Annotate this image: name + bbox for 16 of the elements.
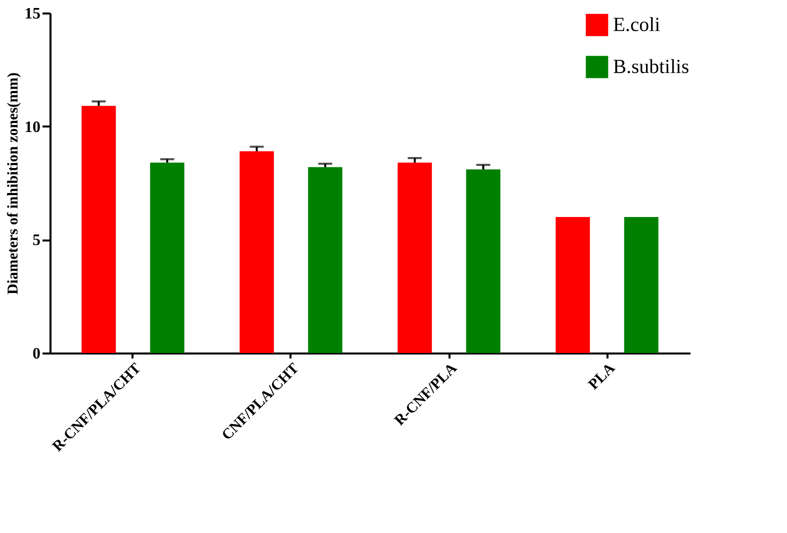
bar bbox=[150, 162, 184, 353]
y-axis-title: Diameters of inhibition zones(mm) bbox=[6, 72, 22, 295]
bar bbox=[466, 169, 500, 353]
legend-label: B.subtilis bbox=[613, 56, 690, 78]
y-tick-label: 5 bbox=[32, 232, 40, 250]
bar bbox=[556, 217, 590, 353]
bar bbox=[308, 167, 342, 353]
y-tick-label: 10 bbox=[24, 118, 40, 136]
y-tick-label: 15 bbox=[24, 6, 40, 22]
x-tick-label: PLA bbox=[586, 360, 618, 394]
bar bbox=[398, 162, 432, 353]
bar bbox=[82, 106, 116, 353]
y-tick-label: 0 bbox=[32, 346, 40, 362]
bar bbox=[624, 217, 658, 353]
legend-label: E.coli bbox=[613, 14, 661, 36]
bar bbox=[240, 151, 274, 353]
